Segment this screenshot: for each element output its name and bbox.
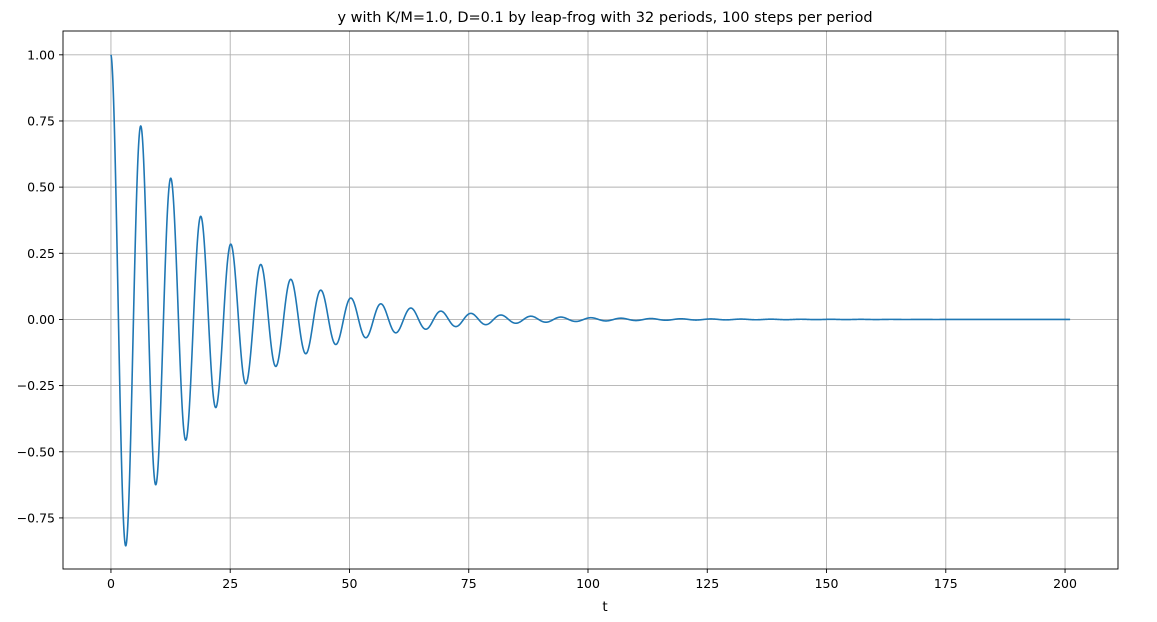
y-tick-label: 0.25 bbox=[27, 246, 55, 261]
x-tick-label: 25 bbox=[222, 576, 238, 591]
y-tick-label: −0.25 bbox=[17, 378, 55, 393]
axis-ticks: 0 25 50 75 100 125 150 175 200 −0.75 −0.50 −0.25 0.0… bbox=[17, 47, 1077, 591]
x-tick-label: 0 bbox=[107, 576, 115, 591]
y-tick-label: −0.50 bbox=[17, 444, 55, 459]
series-lines bbox=[110, 54, 1071, 547]
x-tick-label: 175 bbox=[934, 576, 958, 591]
x-tick-label: 75 bbox=[461, 576, 477, 591]
series-line bbox=[110, 54, 1071, 547]
x-tick-label: 125 bbox=[695, 576, 719, 591]
y-tick-label: −0.75 bbox=[17, 510, 55, 525]
y-tick-label: 0.00 bbox=[27, 312, 55, 327]
y-tick-label: 0.50 bbox=[27, 180, 55, 195]
y-tick-label: 1.00 bbox=[27, 47, 55, 62]
y-tick-label: 0.75 bbox=[27, 113, 55, 128]
plot-frame bbox=[62, 30, 1119, 570]
x-tick-label: 50 bbox=[342, 576, 358, 591]
x-tick-label: 150 bbox=[815, 576, 839, 591]
x-axis-label: t bbox=[602, 599, 607, 615]
x-tick-label: 200 bbox=[1053, 576, 1077, 591]
x-tick-label: 100 bbox=[576, 576, 600, 591]
chart-title: y with K/M=1.0, D=0.1 by leap-frog with … bbox=[337, 10, 872, 26]
